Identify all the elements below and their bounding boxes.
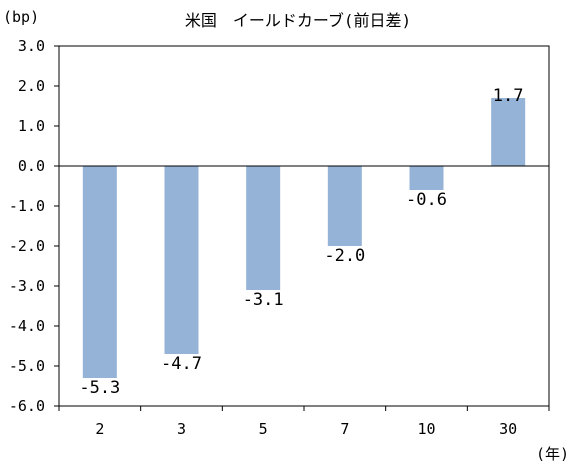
bar [164,166,199,354]
y-axis: 3.0 2.0 1.0 0.0 -1.0 -2.0 -3.0 -4.0 -5.0 -6.0 [9,37,59,415]
x-tick-label: 3 [177,420,186,438]
data-label: 1.7 [493,86,524,106]
bar [409,166,444,190]
bar [327,166,362,246]
y-tick-label: -6.0 [9,397,45,415]
data-label: -2.0 [324,246,365,266]
x-tick-label: 30 [499,420,517,438]
y-tick-label: 2.0 [18,77,45,95]
data-label: -3.1 [243,290,284,310]
y-axis-unit-label: (bp) [3,8,39,26]
y-tick-label: -2.0 [9,237,45,255]
bar-series [82,98,526,378]
x-tick-label: 7 [340,420,349,438]
y-tick-label: 0.0 [18,157,45,175]
data-labels: -5.3 -4.7 -3.1 -2.0 -0.6 1.7 [79,86,523,398]
x-axis-unit-label: (年) [536,445,569,463]
data-label: -4.7 [161,354,202,374]
x-tick-label: 10 [417,420,435,438]
plot-area-frame [58,45,550,407]
x-axis: 2 3 5 7 10 30 [58,406,550,438]
y-tick-label: 1.0 [18,117,45,135]
x-tick-label: 5 [259,420,268,438]
y-tick-label: -3.0 [9,277,45,295]
data-label: -0.6 [406,190,447,210]
y-tick-label: -5.0 [9,357,45,375]
chart-title: 米国 イールドカーブ(前日差) [185,11,411,30]
bar [246,166,281,290]
y-tick-label: -1.0 [9,197,45,215]
x-tick-label: 2 [95,420,104,438]
bar [491,98,526,166]
data-label: -5.3 [79,378,120,398]
bar [82,166,117,378]
y-tick-label: 3.0 [18,37,45,55]
y-tick-label: -4.0 [9,317,45,335]
